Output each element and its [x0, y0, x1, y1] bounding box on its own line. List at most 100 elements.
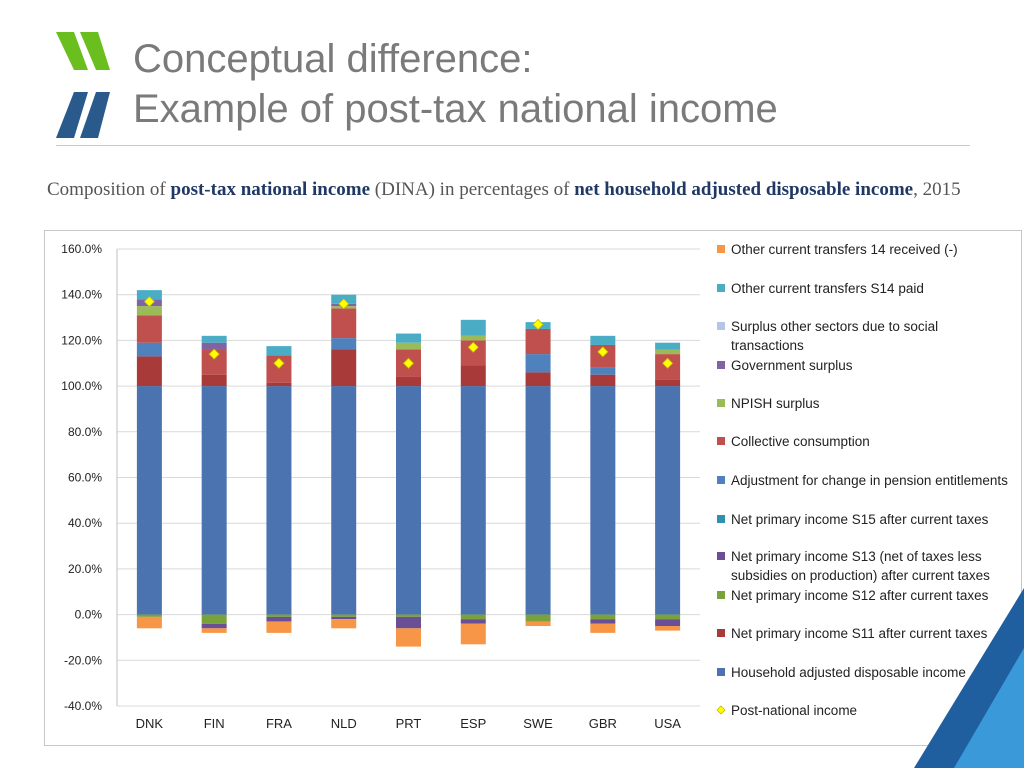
bar-segment — [460, 619, 486, 624]
x-tick-label: PRT — [396, 716, 422, 731]
legend-swatch — [717, 591, 725, 599]
bar-segment — [655, 626, 681, 631]
bar-segment — [266, 346, 292, 356]
caption-text-2: (DINA) in percentages of — [374, 179, 570, 200]
legend-label: Adjustment for change in pension entitle… — [731, 473, 1008, 488]
bar-segment — [525, 614, 551, 622]
legend-label: Post-national income — [731, 703, 857, 718]
bar-segment — [266, 614, 292, 617]
y-tick-label: 80.0% — [68, 425, 102, 439]
y-tick-label: 100.0% — [61, 379, 102, 393]
legend-label: Net primary income S13 (net of taxes les… — [731, 549, 990, 583]
legend-swatch — [717, 245, 725, 253]
bar-segment — [590, 367, 616, 375]
legend-label: Government surplus — [731, 358, 853, 373]
bar-segment — [460, 623, 486, 645]
bar-segment — [201, 374, 227, 387]
bar-segment — [136, 386, 162, 615]
bar-segment — [590, 623, 616, 633]
legend-swatch — [717, 284, 725, 292]
legend-label: NPISH surplus — [731, 396, 820, 411]
title-divider — [56, 145, 970, 146]
caption-bold-2: net household adjusted disposable income — [574, 179, 914, 200]
double-chevron-logo — [56, 32, 110, 138]
title-line-2: Example of post-tax national income — [133, 87, 778, 131]
bar-segment — [525, 386, 551, 615]
post-income-marker — [402, 357, 415, 369]
bar-segment — [266, 386, 292, 615]
bar-segment — [590, 619, 616, 624]
bar-segment — [331, 619, 357, 629]
bar-segment — [136, 306, 162, 316]
legend-label: Other current transfers 14 received (-) — [731, 242, 958, 257]
bar-segment — [590, 614, 616, 620]
legend-swatch — [717, 515, 725, 523]
title-line-1: Conceptual difference: — [133, 37, 533, 81]
page-title: Conceptual difference: Example of post-t… — [133, 34, 778, 134]
y-tick-label: 40.0% — [68, 516, 102, 530]
post-income-marker — [338, 298, 350, 310]
legend-swatch — [717, 476, 725, 484]
bar-segment — [136, 342, 162, 357]
bar-segment — [136, 290, 162, 300]
legend-label: Collective consumption — [731, 434, 870, 449]
corner-decoration — [914, 588, 1024, 768]
bar-segment — [201, 335, 227, 343]
bar-segment — [655, 619, 681, 627]
bar-segment — [396, 342, 421, 350]
bar-segment — [331, 349, 357, 387]
bar-segment — [136, 315, 162, 343]
bar-segment — [201, 623, 227, 629]
x-tick-label: SWE — [523, 716, 553, 731]
legend-label: Other current transfers S14 paid — [731, 281, 924, 296]
bar-segment — [331, 614, 357, 617]
x-tick-label: DNK — [136, 716, 164, 731]
bar-segment — [525, 372, 551, 387]
bar-segment — [136, 356, 162, 387]
post-income-marker — [467, 341, 479, 353]
chart-frame: 160.0% 140.0% 120.0% 100.0% 80.0% 60.0% 40.0% 2… — [44, 230, 1022, 746]
bar-segment — [460, 335, 486, 341]
bar-segment — [266, 621, 292, 633]
y-tick-label: 0.0% — [75, 608, 103, 622]
legend-swatch — [716, 705, 726, 715]
legend-swatch — [717, 361, 725, 369]
bar-segment — [396, 376, 421, 387]
legend-label: Surplus other sectors due to social trans… — [731, 319, 938, 353]
legend-swatch — [717, 399, 725, 407]
bar-segment — [525, 621, 551, 627]
bar-segment — [525, 354, 551, 373]
legend-swatch — [717, 668, 725, 676]
x-tick-label: ESP — [460, 716, 486, 731]
caption-bold-1: post-tax national income — [170, 179, 371, 200]
bar-segment — [590, 374, 616, 387]
bar-segment — [266, 616, 292, 622]
y-tick-label: 60.0% — [68, 471, 102, 485]
bar-segment — [201, 614, 227, 624]
bar-segment — [655, 342, 681, 350]
legend-swatch — [717, 629, 725, 637]
bar-segment — [201, 628, 227, 633]
legend-swatch — [717, 552, 725, 560]
bar-segment — [396, 616, 421, 629]
post-income-marker — [662, 357, 674, 369]
bar-segment — [331, 386, 357, 615]
y-tick-label: 140.0% — [61, 288, 102, 302]
x-tick-label: USA — [654, 716, 681, 731]
x-tick-label: NLD — [331, 716, 357, 731]
legend-swatch — [717, 322, 725, 330]
bar-segment — [396, 614, 421, 617]
caption-text-3: , 2015 — [913, 179, 961, 200]
chart-caption: Composition of post-tax national income … — [47, 176, 985, 204]
bar-segment — [266, 382, 292, 387]
post-income-marker — [273, 357, 285, 369]
y-tick-label: 120.0% — [61, 333, 102, 347]
post-income-marker — [532, 318, 544, 330]
bar-segment — [655, 379, 681, 387]
bar-segment — [136, 614, 162, 617]
bar-segment — [201, 342, 227, 350]
legend-label: Net primary income S15 after current tax… — [731, 512, 989, 527]
bar-segment — [655, 386, 681, 615]
y-tick-label: -20.0% — [64, 653, 102, 667]
bar-segment — [460, 386, 486, 615]
